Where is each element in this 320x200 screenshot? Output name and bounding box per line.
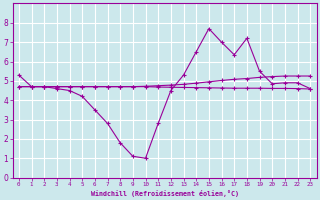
X-axis label: Windchill (Refroidissement éolien,°C): Windchill (Refroidissement éolien,°C) — [91, 190, 238, 197]
